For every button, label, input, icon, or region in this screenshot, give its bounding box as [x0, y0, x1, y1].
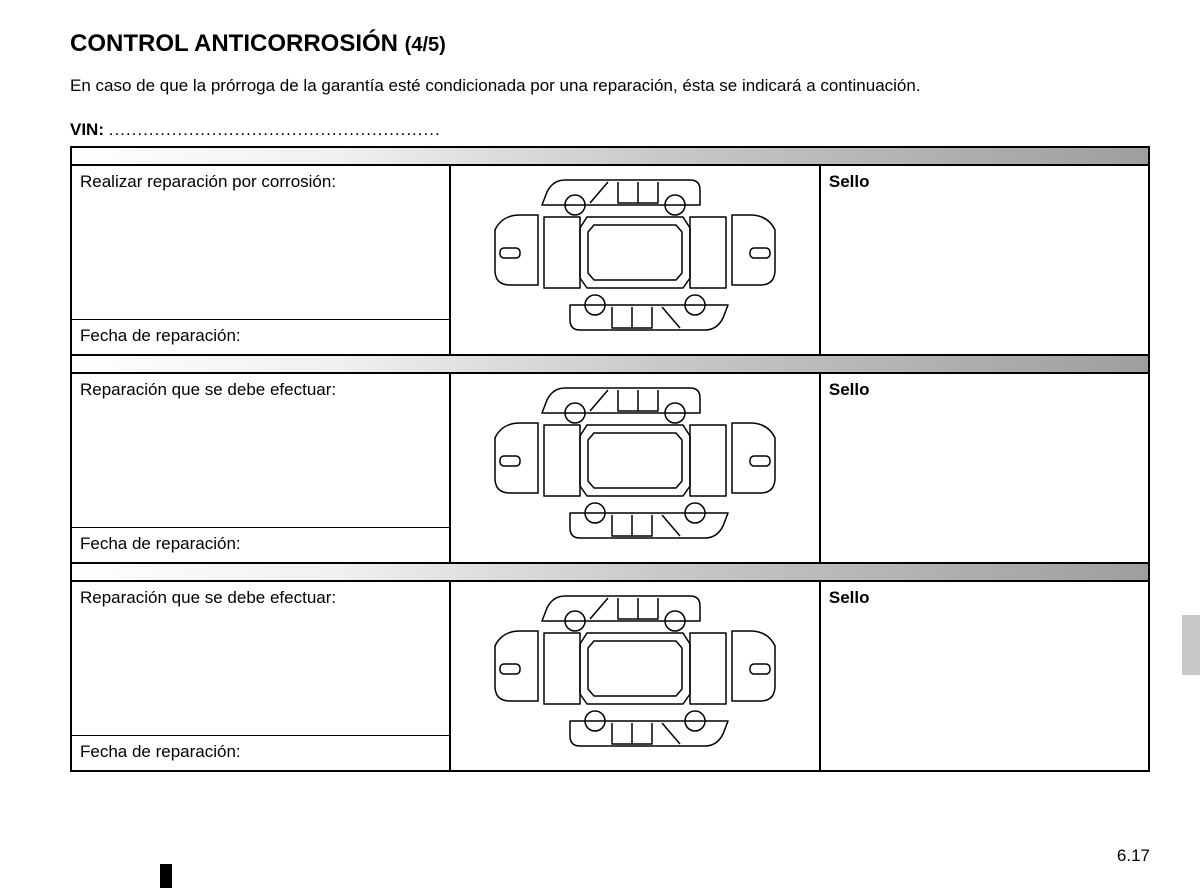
gradient-divider [71, 147, 1149, 165]
repair-cell: Realizar reparación por corrosión: [71, 165, 450, 320]
date-cell: Fecha de reparación: [71, 528, 450, 563]
car-diagram-cell [450, 581, 820, 771]
page-title: CONTROL ANTICORROSIÓN (4/5) [70, 30, 1150, 58]
table-row: Realizar reparación por corrosión: [71, 165, 1149, 320]
car-exploded-icon [490, 378, 780, 553]
date-cell: Fecha de reparación: [71, 320, 450, 355]
car-exploded-icon [490, 586, 780, 761]
vin-label: VIN: [70, 120, 109, 139]
page-number: 6.17 [1117, 846, 1150, 866]
title-sub: (4/5) [405, 34, 446, 56]
gradient-divider [71, 355, 1149, 373]
intro-text: En caso de que la prórroga de la garantí… [70, 76, 1150, 96]
vin-dots: ........................................… [109, 120, 441, 139]
stamp-cell: Sello [820, 165, 1149, 355]
gradient-divider [71, 563, 1149, 581]
table-row: Reparación que se debe efectuar: [71, 581, 1149, 736]
stamp-cell: Sello [820, 581, 1149, 771]
car-diagram-cell [450, 165, 820, 355]
side-tab [1182, 615, 1200, 675]
footer-marker [160, 864, 172, 888]
repair-cell: Reparación que se debe efectuar: [71, 581, 450, 736]
car-exploded-icon [490, 170, 780, 345]
title-main: CONTROL ANTICORROSIÓN [70, 30, 405, 57]
stamp-cell: Sello [820, 373, 1149, 563]
table-row: Reparación que se debe efectuar: [71, 373, 1149, 528]
repair-cell: Reparación que se debe efectuar: [71, 373, 450, 528]
vin-row: VIN: ...................................… [70, 120, 1150, 140]
date-cell: Fecha de reparación: [71, 736, 450, 771]
car-diagram-cell [450, 373, 820, 563]
records-table: Realizar reparación por corrosión: [70, 146, 1150, 772]
